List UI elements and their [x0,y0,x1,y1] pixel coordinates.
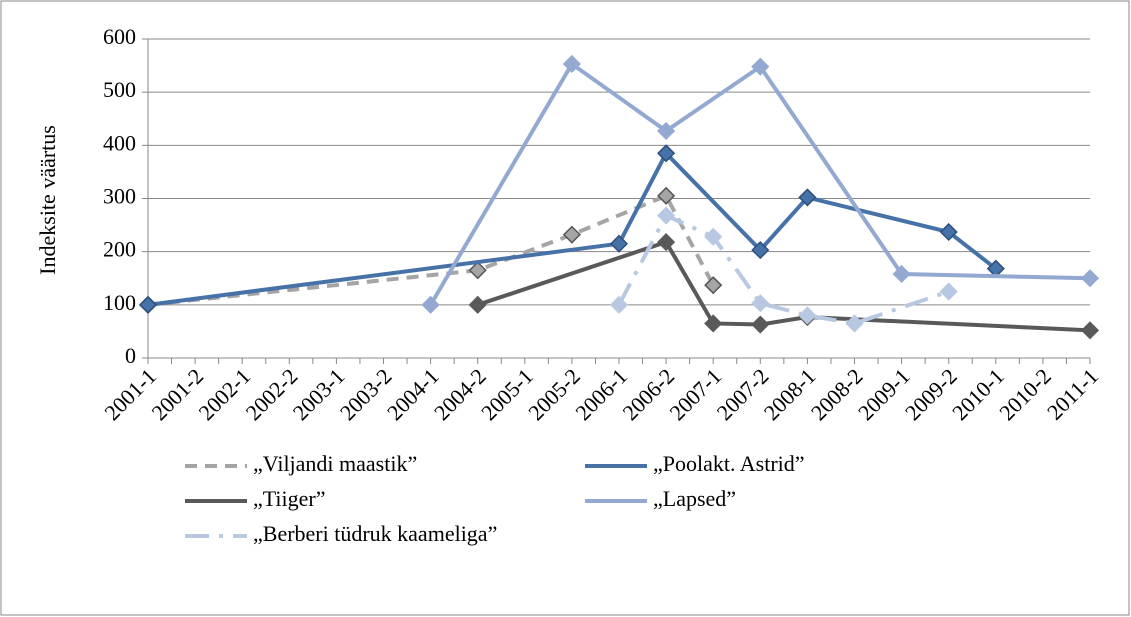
series-line [147,193,715,307]
marker [421,295,440,314]
marker [704,314,723,333]
marker [657,186,676,205]
marker [751,57,770,76]
marker [657,233,676,252]
legend-label: „Tiiger” [253,486,326,511]
marker [562,54,581,74]
marker [657,144,676,163]
marker [138,295,158,314]
y-tick-label: 600 [103,24,136,49]
marker [657,206,676,225]
marker [704,227,723,246]
y-tick-label: 300 [103,184,136,209]
marker [751,241,770,260]
marker [798,188,817,207]
marker [468,261,487,280]
legend-label: „Poolakt. Astrid” [653,451,805,476]
y-tick-label: 100 [103,290,136,315]
marker [609,234,629,253]
y-tick-label: 0 [125,343,136,368]
marker [562,225,581,244]
marker [1080,321,1100,340]
marker [751,294,770,313]
legend-label: „Berberi tüdruk kaameliga” [253,521,497,546]
y-tick-label: 500 [103,77,136,102]
marker [939,282,958,301]
marker [939,222,958,242]
y-tick-label: 400 [103,130,136,155]
series-line [428,61,1091,306]
legend-label: „Lapsed” [653,486,736,511]
marker [704,276,723,295]
legend-label: „Viljandi maastik” [253,451,417,476]
y-tick-label: 200 [103,237,136,262]
marker [657,121,676,141]
y-axis-label: Indeksite väärtus [35,125,60,275]
marker [609,295,629,314]
marker [468,295,487,314]
marker [751,315,770,334]
marker [1080,269,1100,288]
marker [845,314,864,333]
marker [798,306,817,325]
marker [892,264,911,284]
